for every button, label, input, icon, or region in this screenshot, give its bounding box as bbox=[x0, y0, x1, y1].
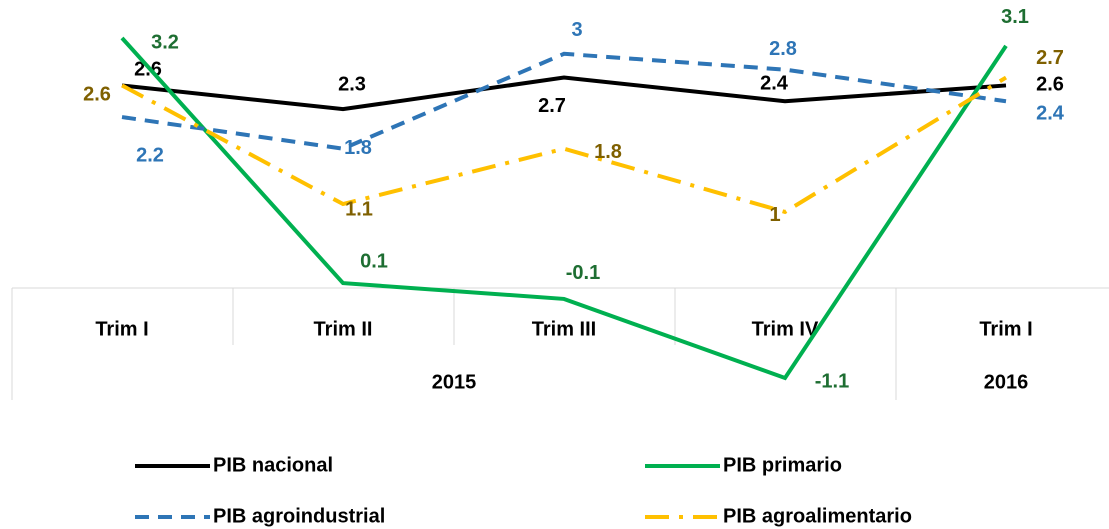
legend-label: PIB agroalimentario bbox=[723, 505, 912, 527]
data-label: 3 bbox=[571, 19, 582, 41]
group-label: 2016 bbox=[984, 371, 1029, 393]
data-label: 2.3 bbox=[338, 73, 366, 95]
data-label: 1 bbox=[769, 204, 780, 226]
x-tick-label: Trim IV bbox=[752, 318, 819, 340]
legend-label: PIB nacional bbox=[213, 454, 333, 476]
group-label: 2015 bbox=[432, 371, 477, 393]
data-label: 2.7 bbox=[538, 95, 566, 117]
data-label: 2.2 bbox=[136, 144, 164, 166]
data-label: 0.1 bbox=[360, 250, 388, 272]
data-label: -1.1 bbox=[815, 370, 849, 392]
legend-label: PIB agroindustrial bbox=[213, 505, 385, 527]
data-label: 2.6 bbox=[1036, 74, 1064, 96]
data-label: 2.7 bbox=[1036, 47, 1064, 69]
data-label: 1.8 bbox=[344, 137, 372, 159]
data-label: 1.1 bbox=[345, 198, 373, 220]
x-tick-label: Trim I bbox=[979, 318, 1032, 340]
data-label: 2.4 bbox=[1036, 103, 1065, 125]
data-label: 2.6 bbox=[83, 84, 111, 106]
series-line bbox=[120, 36, 1008, 381]
series-line bbox=[121, 51, 1007, 151]
series-line bbox=[121, 75, 1007, 112]
x-tick-label: Trim II bbox=[314, 318, 373, 340]
legend-label: PIB primario bbox=[723, 454, 842, 476]
data-label: 2.4 bbox=[760, 73, 789, 95]
series-line bbox=[121, 75, 1008, 215]
data-label: -0.1 bbox=[566, 262, 600, 284]
data-label: 3.1 bbox=[1001, 6, 1029, 28]
data-label: 3.2 bbox=[151, 31, 179, 53]
x-tick-label: Trim I bbox=[95, 318, 148, 340]
x-tick-label: Trim III bbox=[532, 318, 596, 340]
data-label: 2.8 bbox=[769, 38, 797, 60]
data-label: 1.8 bbox=[594, 141, 622, 163]
